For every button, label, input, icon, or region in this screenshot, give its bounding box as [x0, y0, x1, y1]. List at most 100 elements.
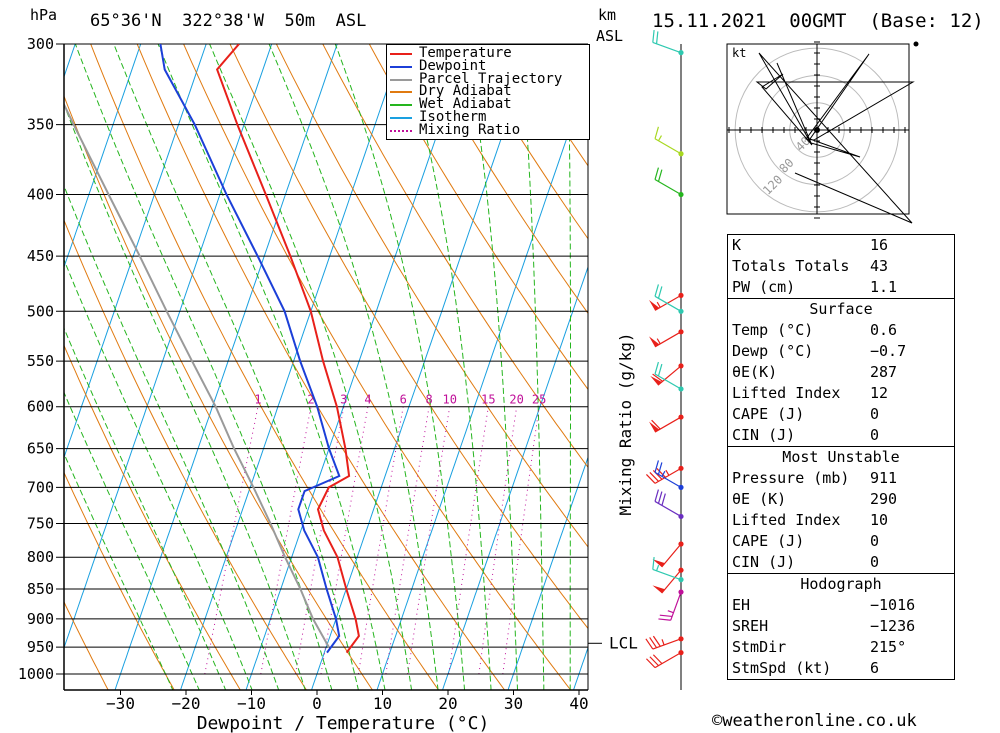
dry-adiabat-line — [64, 471, 175, 690]
x-tick-label: 0 — [312, 694, 322, 713]
legend-label: Parcel Trajectory — [419, 70, 563, 87]
stats-row: CAPE (J) 0 — [728, 531, 955, 552]
stats-row: StmDir 215° — [728, 637, 955, 658]
stats-row: Dewp (°C) −0.7 — [728, 341, 955, 362]
legend-swatch — [390, 104, 412, 107]
mixing-ratio-label: 20 — [509, 393, 523, 407]
legend-label: Isotherm — [419, 108, 487, 125]
pressure-tick-label: 950 — [27, 638, 54, 656]
wind-barb — [654, 284, 684, 314]
stats-table: K 16 Totals Totals 43 PW (cm) 1.1 Surface Temp … — [727, 234, 955, 680]
pressure-tick-label: 300 — [27, 35, 54, 53]
pressure-tick-label: 350 — [27, 116, 54, 134]
stats-label: CIN (J) — [732, 553, 796, 571]
dry-adiabat-line — [64, 600, 109, 690]
stats-value: −0.7 — [870, 342, 907, 360]
stats-row: Temp (°C) 0.6 — [728, 320, 955, 341]
hodograph-origin-marker — [814, 127, 820, 133]
wind-barb — [645, 650, 684, 669]
legend-label: Dewpoint — [419, 57, 487, 74]
dry-adiabat-line — [368, 44, 588, 391]
legend-label: Temperature — [419, 45, 512, 61]
wind-barb — [652, 541, 684, 568]
wind-barb — [654, 126, 684, 157]
stats-value: 0 — [870, 426, 880, 444]
wind-barb — [650, 363, 684, 386]
wind-barb — [654, 361, 684, 392]
stats-label: SREH — [732, 617, 769, 635]
dry-adiabat-line — [415, 44, 588, 315]
stats-row: θE(K) 287 — [728, 362, 955, 383]
stats-label: CAPE (J) — [732, 405, 805, 423]
x-tick-label: −30 — [106, 694, 135, 713]
stats-label: Lifted Index — [732, 384, 841, 402]
stats-label: Pressure (mb) — [732, 469, 850, 487]
legend-swatch — [390, 116, 412, 119]
stats-value: 12 — [870, 384, 889, 402]
stats-label: StmSpd (kt) — [732, 659, 832, 677]
legend-item: Dewpoint — [387, 57, 589, 74]
wind-barb — [654, 460, 684, 490]
wet-adiabat-line — [74, 44, 333, 690]
stats-label: PW (cm) — [732, 278, 796, 296]
stats-row: Lifted Index 10 — [728, 510, 955, 531]
mixing-ratio-label: 15 — [481, 393, 495, 407]
pressure-tick-label: 500 — [27, 302, 54, 320]
pressure-tick-label: 850 — [27, 580, 54, 598]
mixing-ratio-label: 8 — [425, 393, 432, 407]
stats-section-title: Most Unstable — [727, 446, 955, 468]
wind-barb — [645, 465, 684, 484]
dry-adiabat-line — [461, 44, 588, 240]
legend-item: Parcel Trajectory — [387, 70, 589, 87]
wind-barb — [649, 329, 684, 348]
stats-value: 290 — [870, 490, 898, 508]
pressure-tick-label: 400 — [27, 186, 54, 204]
pressure-tick-label: 450 — [27, 247, 54, 265]
stats-label: K — [732, 236, 742, 254]
stats-row: K 16 — [728, 235, 955, 257]
mixing-ratio-axis-label: Mixing Ratio (g/kg) — [616, 332, 635, 515]
wet-adiabat-line — [209, 44, 413, 690]
legend-item: Isotherm — [387, 108, 589, 125]
legend-label: Dry Adiabat — [419, 83, 512, 100]
isotherm-line — [114, 44, 338, 690]
mixing-ratio-line — [320, 406, 369, 675]
x-axis-label: Dewpoint / Temperature (°C) — [197, 713, 490, 733]
isotherm-line — [64, 44, 76, 79]
stats-value: 0.6 — [870, 321, 898, 339]
stats-label: Totals Totals — [732, 257, 850, 275]
wind-barb — [652, 567, 684, 594]
legend-label: Wet Adiabat — [419, 96, 512, 113]
stats-row: CAPE (J) 0 — [728, 404, 955, 425]
wind-barb — [652, 30, 684, 56]
stats-section-title: Surface — [727, 298, 955, 320]
mixing-ratio-label: 25 — [532, 393, 546, 407]
mixing-ratio-label: 4 — [364, 393, 371, 407]
wind-barb — [649, 292, 684, 311]
stats-value: 287 — [870, 363, 898, 381]
pressure-tick-label: 650 — [27, 440, 54, 458]
pressure-tick-label: 1000 — [18, 665, 54, 683]
x-tick-label: 10 — [373, 694, 392, 713]
stats-value: 215° — [870, 638, 907, 656]
legend-swatch — [390, 53, 412, 55]
stats-value: 6 — [870, 659, 880, 677]
stats-row: CIN (J) 0 — [728, 552, 955, 574]
legend: Temperature Dewpoint Parcel Trajectory Dry … — [386, 44, 590, 140]
legend-swatch — [390, 91, 412, 94]
mixing-ratio-line — [204, 406, 259, 675]
stats-label: Dewp (°C) — [732, 342, 814, 360]
legend-item: Wet Adiabat — [387, 96, 589, 113]
stats-label: CAPE (J) — [732, 532, 805, 550]
wet-adiabat-line — [64, 102, 306, 690]
stats-value: 43 — [870, 257, 889, 275]
wind-barb — [652, 557, 684, 583]
pressure-tick-label: 550 — [27, 352, 54, 370]
pressure-tick-label: 750 — [27, 514, 54, 532]
x-tick-label: 40 — [569, 694, 588, 713]
legend-item: Dry Adiabat — [387, 83, 589, 100]
stats-row: Totals Totals 43 — [728, 256, 955, 277]
chart-axes: −30 −20 −10 0 10 20 30 40 Dewpoint / Temperature… — [63, 44, 638, 733]
mixing-ratio-line — [448, 406, 489, 675]
x-tick-label: −10 — [237, 694, 266, 713]
